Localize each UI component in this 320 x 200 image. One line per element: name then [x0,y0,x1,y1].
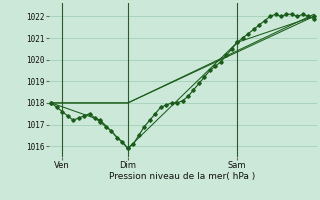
X-axis label: Pression niveau de la mer( hPa ): Pression niveau de la mer( hPa ) [109,172,256,181]
